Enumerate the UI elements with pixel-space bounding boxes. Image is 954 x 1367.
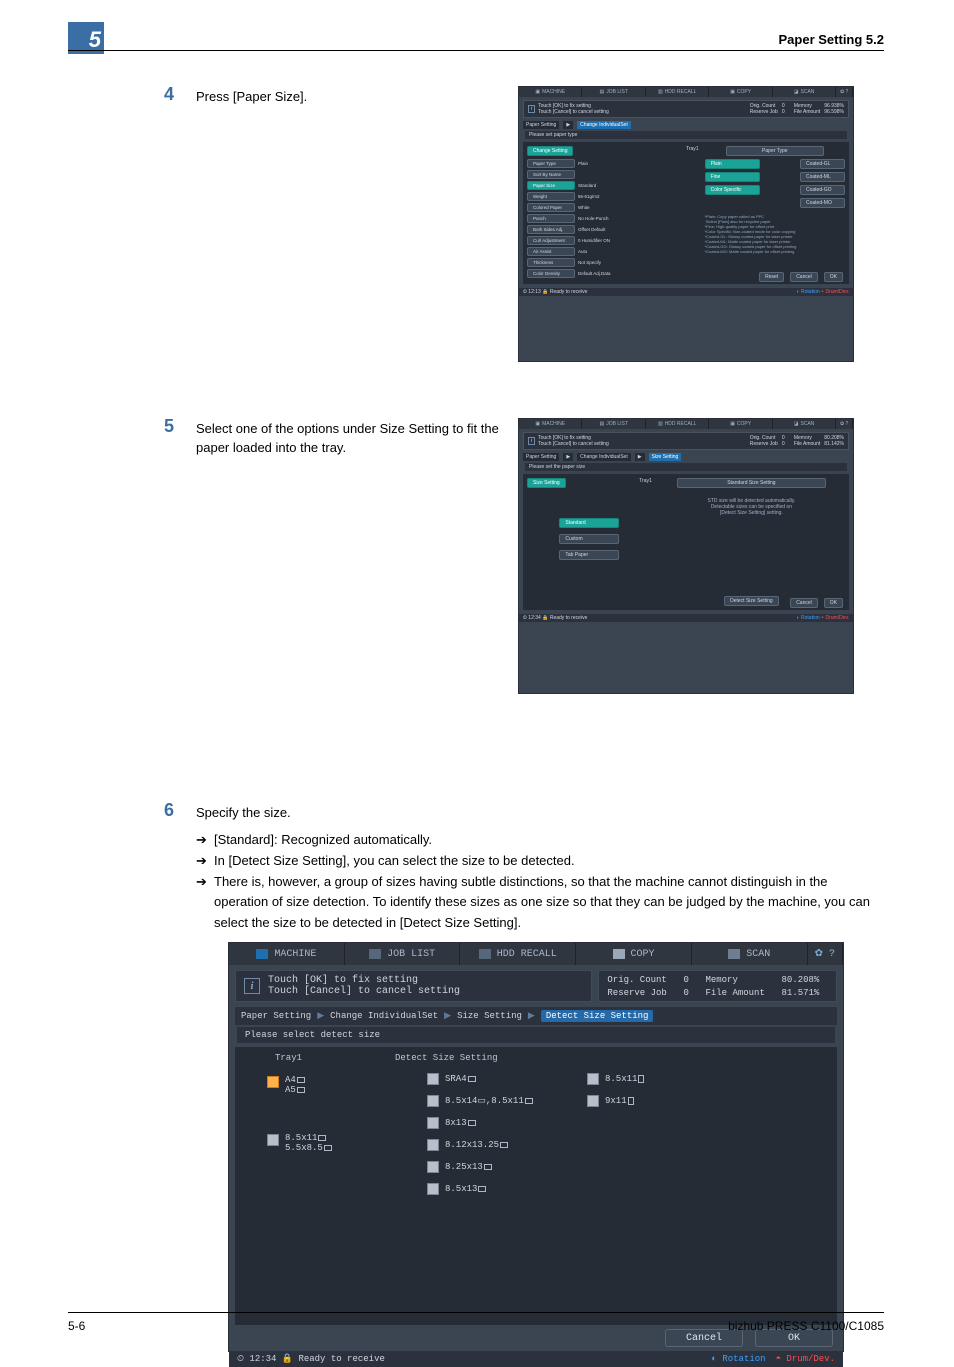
setting-7[interactable]: Curl Adjustment — [527, 236, 575, 245]
change-setting-hdr: Change Setting — [527, 146, 573, 156]
setting-9[interactable]: Thickness — [527, 258, 575, 267]
subheading: Please select detect size — [237, 1027, 835, 1043]
setting-3[interactable]: Weight — [527, 192, 575, 201]
step-6-num: 6 — [164, 800, 174, 821]
size-option[interactable]: 8.5x115.5x8.5 — [267, 1131, 407, 1165]
header-rule — [68, 50, 884, 51]
tab-scan[interactable]: ◪SCAN — [773, 419, 836, 429]
tab-machine[interactable]: MACHINE — [229, 943, 345, 965]
type-opt[interactable]: Fine — [705, 172, 760, 182]
type-opt[interactable]: Plain — [705, 159, 760, 169]
detect-size-button[interactable]: Detect Size Setting — [724, 596, 779, 606]
info-stats: Orig. Count0Memory80.208% Reserve Job0Fi… — [598, 970, 837, 1002]
size-setting-hdr: Size Setting — [527, 478, 566, 488]
screenshot-size-setting: ▣MACHINE ▤JOB LIST ▥HDD RECALL ▣COPY ◪SC… — [518, 418, 854, 694]
paper-type-hdr: Paper Type — [726, 146, 824, 156]
tab-copy[interactable]: ▣COPY — [709, 87, 772, 97]
coated-opt[interactable]: Coated-GL — [800, 159, 845, 169]
page-number: 5-6 — [68, 1319, 85, 1333]
size-option[interactable]: 8.5x11 — [587, 1073, 727, 1085]
body-header: Tray1 Detect Size Setting — [245, 1053, 827, 1063]
setting-0[interactable]: Paper Type — [527, 159, 575, 168]
setting-6[interactable]: Both Sides Adj. — [527, 225, 575, 234]
size-option[interactable]: 8.12x13.25 — [427, 1139, 567, 1151]
status-bar: ⏲ 12:34 🔒 Ready to receive ◐ Rotation◓ D… — [229, 1351, 843, 1367]
setting-4[interactable]: Colored Paper — [527, 203, 575, 212]
ok-button[interactable]: OK — [824, 598, 843, 608]
tab-joblist[interactable]: JOB LIST — [345, 943, 461, 965]
setting-1[interactable]: Sort By Name — [527, 170, 575, 179]
coated-opt[interactable]: Coated-ML — [800, 172, 845, 182]
setting-8[interactable]: Air Assist — [527, 247, 575, 256]
paper-type-note: *Plain: Copy paper called as PPC Select … — [705, 214, 845, 254]
size-option[interactable]: 9x11 — [587, 1095, 727, 1107]
screenshot-paper-type: ▣MACHINE ▤JOB LIST ▥HDD RECALL ▣COPY ◪SC… — [518, 86, 854, 362]
breadcrumb: Paper Setting▶Change IndividualSet▶Size … — [523, 453, 849, 461]
info-bar: iTouch [OK] to fix setting Touch [Cancel… — [523, 432, 849, 450]
status-bar: ⏲ 12:13 🔒 Ready to receive ◐ Rotation ◓ … — [519, 288, 853, 296]
setting-10[interactable]: Color Density — [527, 269, 575, 278]
tab-copy[interactable]: ▣COPY — [709, 419, 772, 429]
tab-help[interactable]: ✿ ? — [836, 419, 853, 429]
info-bar: iTouch [OK] to fix setting Touch [Cancel… — [523, 100, 849, 118]
tab-copy[interactable]: COPY — [576, 943, 692, 965]
status-bar: ⏲ 12:34 🔒 Ready to receive ◐ Rotation ◓ … — [519, 614, 853, 622]
cancel-button[interactable]: Cancel — [790, 272, 818, 282]
cancel-button[interactable]: Cancel — [790, 598, 818, 608]
tab-joblist[interactable]: ▤JOB LIST — [582, 87, 645, 97]
subheading: Please set paper type — [525, 131, 847, 139]
ok-button[interactable]: OK — [824, 272, 843, 282]
tab-scan[interactable]: SCAN — [692, 943, 808, 965]
tab-joblist[interactable]: ▤JOB LIST — [582, 419, 645, 429]
tab-help[interactable]: ✿ ? — [808, 943, 843, 965]
coated-opt[interactable]: Coated-GO — [800, 185, 845, 195]
step-5-text: Select one of the options under Size Set… — [196, 420, 506, 458]
tab-hdd[interactable]: ▥HDD RECALL — [646, 87, 709, 97]
step-6-bullets: ➔[Standard]: Recognized automatically. ➔… — [196, 830, 884, 934]
tab-scan[interactable]: ◪SCAN — [773, 87, 836, 97]
type-opt[interactable]: Color Specific — [705, 185, 760, 195]
setting-2[interactable]: Paper Size — [527, 181, 575, 190]
reset-button[interactable]: Reset — [759, 272, 784, 282]
step-6-text: Specify the size. — [196, 804, 291, 823]
step-4-num: 4 — [164, 84, 174, 105]
header-title: Paper Setting 5.2 — [779, 32, 884, 47]
tab-machine[interactable]: ▣MACHINE — [519, 419, 582, 429]
size-option[interactable]: 8.5x14▭,8.5x11 — [427, 1095, 567, 1107]
page-footer: 5-6 bizhub PRESS C1100/C1085 — [68, 1312, 884, 1333]
size-option[interactable]: SRA4 — [427, 1073, 567, 1085]
coated-opt[interactable]: Coated-MO — [800, 198, 845, 208]
breadcrumb: Paper Setting▶Change IndividualSet — [523, 121, 849, 129]
standard-button[interactable]: Standard — [559, 518, 619, 528]
size-option[interactable]: 8x13 — [427, 1117, 567, 1129]
tab-hdd[interactable]: HDD RECALL — [460, 943, 576, 965]
breadcrumb: Paper Setting▶ Change IndividualSet▶ Siz… — [235, 1007, 837, 1025]
tab-help[interactable]: ✿ ? — [836, 87, 853, 97]
size-option[interactable]: 8.5x13 — [427, 1183, 567, 1195]
std-size-note: STD size will be detected automatically.… — [658, 498, 845, 516]
product-name: bizhub PRESS C1100/C1085 — [728, 1319, 884, 1333]
setting-5[interactable]: Punch — [527, 214, 575, 223]
size-option[interactable]: A4A5 — [267, 1073, 407, 1107]
custom-button[interactable]: Custom — [559, 534, 619, 544]
subheading: Please set the paper size — [525, 463, 847, 471]
tab-machine[interactable]: ▣MACHINE — [519, 87, 582, 97]
screenshot-detect-size: MACHINE JOB LIST HDD RECALL COPY SCAN ✿ … — [228, 942, 844, 1352]
step-4-text: Press [Paper Size]. — [196, 88, 496, 107]
tab-paper-button[interactable]: Tab Paper — [559, 550, 619, 560]
size-option[interactable]: 8.25x13 — [427, 1161, 567, 1173]
info-message: i Touch [OK] to fix setting Touch [Cance… — [235, 970, 592, 1002]
tab-hdd[interactable]: ▥HDD RECALL — [646, 419, 709, 429]
std-size-hdr: Standard Size Setting — [677, 478, 827, 488]
step-5-num: 5 — [164, 416, 174, 437]
